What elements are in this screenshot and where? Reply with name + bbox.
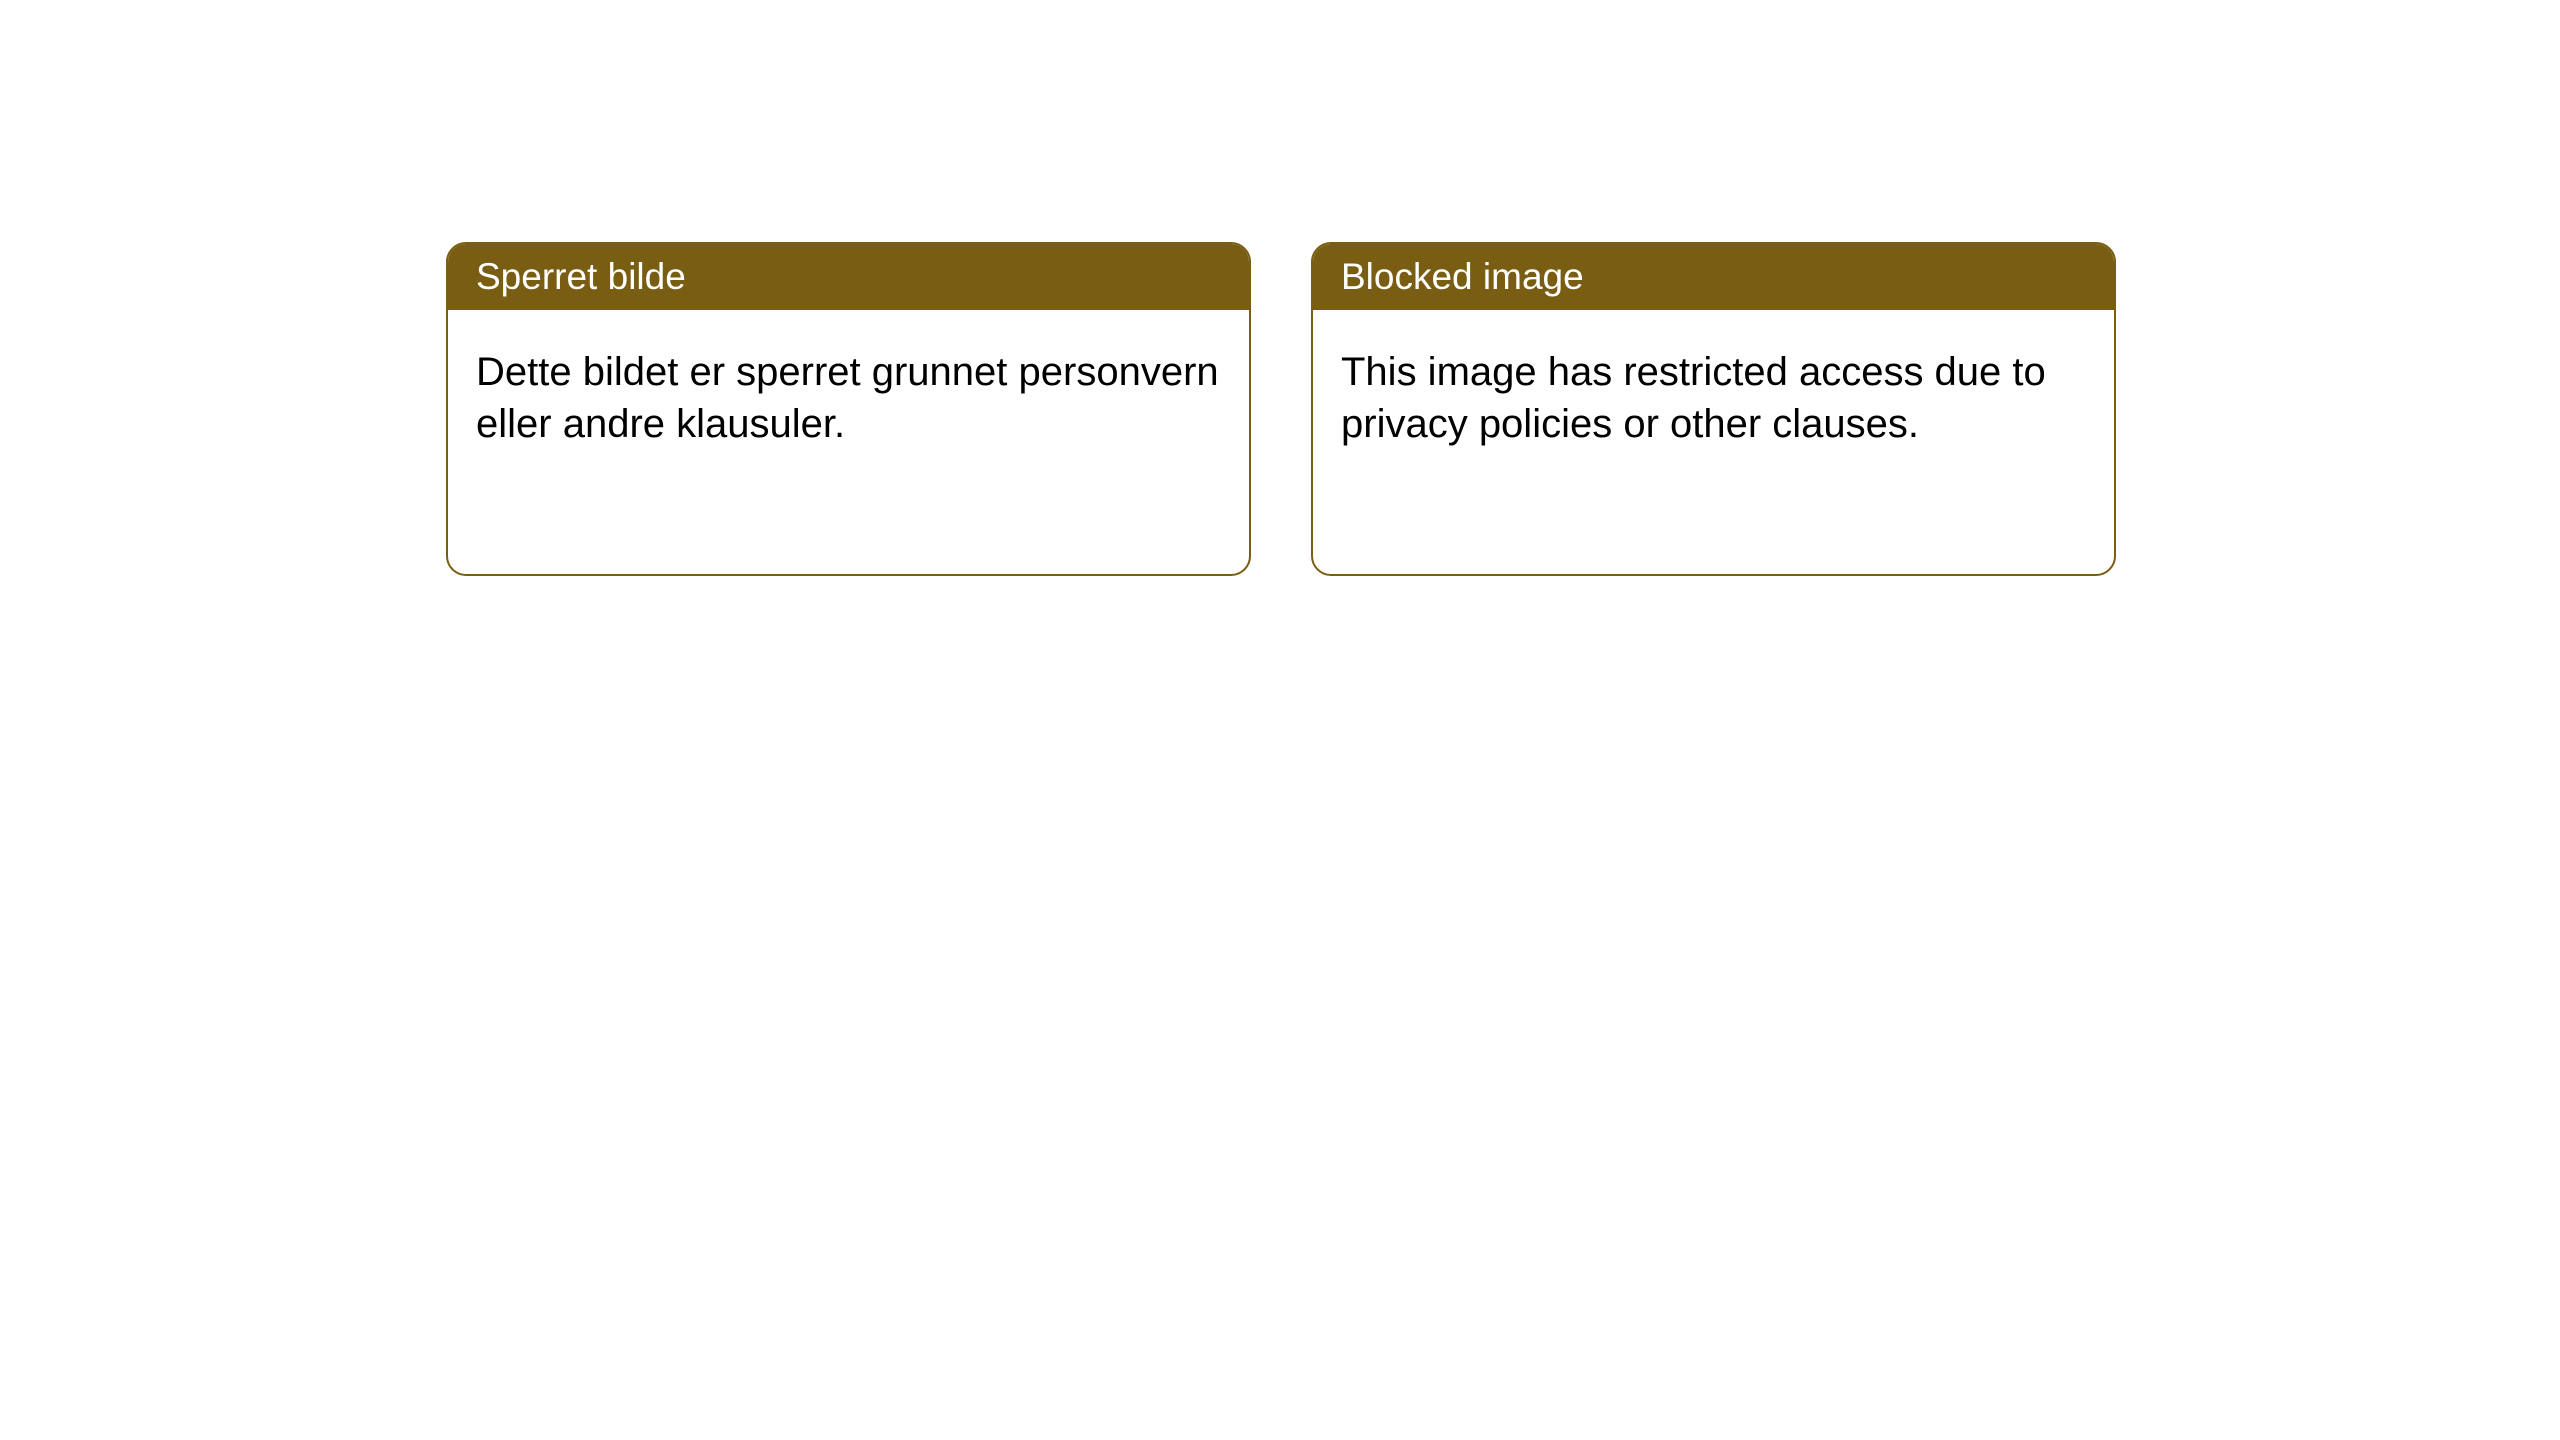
card-body-text: Dette bildet er sperret grunnet personve… [476, 350, 1219, 446]
notice-cards-container: Sperret bilde Dette bildet er sperret gr… [0, 0, 2560, 576]
card-body: This image has restricted access due to … [1313, 310, 2114, 486]
notice-card-english: Blocked image This image has restricted … [1311, 242, 2116, 576]
card-title: Blocked image [1341, 256, 1584, 297]
notice-card-norwegian: Sperret bilde Dette bildet er sperret gr… [446, 242, 1251, 576]
card-title: Sperret bilde [476, 256, 686, 297]
card-body-text: This image has restricted access due to … [1341, 350, 2046, 446]
card-header: Sperret bilde [448, 244, 1249, 310]
card-header: Blocked image [1313, 244, 2114, 310]
card-body: Dette bildet er sperret grunnet personve… [448, 310, 1249, 486]
